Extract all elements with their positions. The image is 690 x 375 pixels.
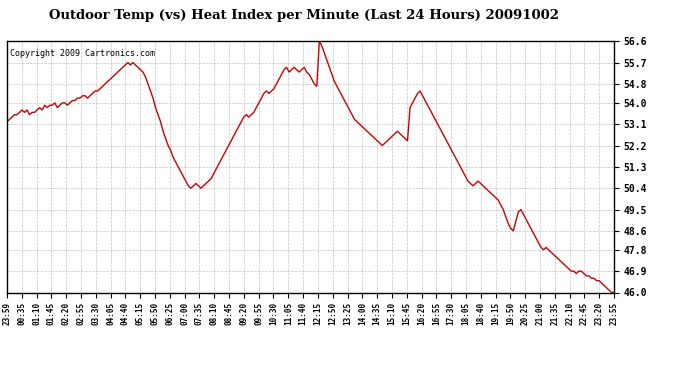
Text: Copyright 2009 Cartronics.com: Copyright 2009 Cartronics.com — [10, 49, 155, 58]
Text: Outdoor Temp (vs) Heat Index per Minute (Last 24 Hours) 20091002: Outdoor Temp (vs) Heat Index per Minute … — [48, 9, 559, 22]
